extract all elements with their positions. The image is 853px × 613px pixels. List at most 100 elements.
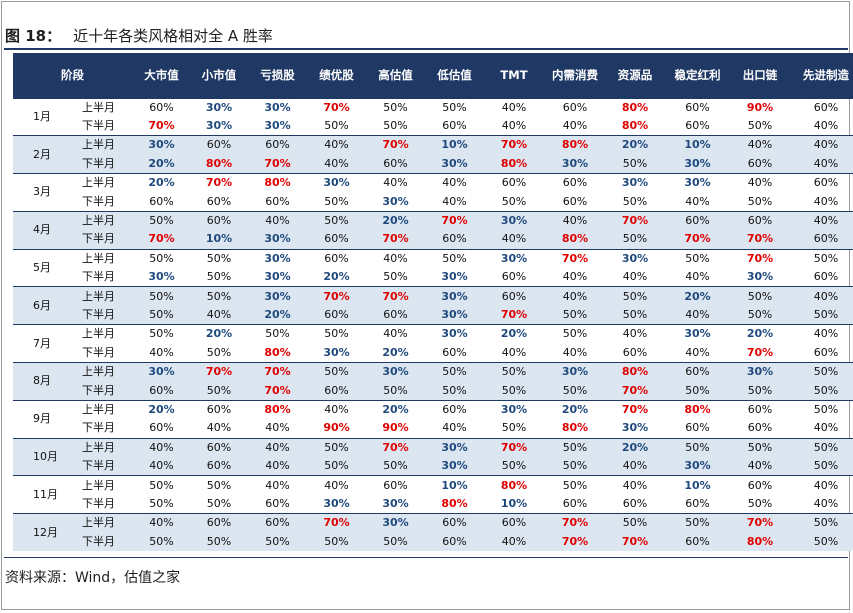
win-rate-cell: 50% [366, 381, 425, 401]
win-rate-cell: 80% [544, 230, 606, 250]
half-month-label: 下半月 [82, 270, 115, 284]
win-rate-cell: 50% [425, 361, 484, 382]
win-rate-cell: 30% [544, 361, 606, 382]
month-label: 10月 [13, 437, 68, 476]
half-month-label: 下半月 [68, 230, 133, 250]
table-row: 10月 上半月 40% 60% 40% 50% 70% 30% 70% 50% 20% 50% 50% 5… [13, 437, 853, 476]
figure-title: 图 18： 近十年各类风格相对全 A 胜率 [5, 25, 273, 46]
win-rate-cell: 50% [484, 381, 544, 401]
win-rate-cell: 40% [664, 305, 731, 325]
table-row: 3月 上半月 20% 70% 80% 30% 40% 40% 60% 60% 30% 30% 40% 60… [13, 173, 853, 212]
half-month-label: 下半月 [82, 421, 115, 435]
header-col: 高估值 [378, 68, 413, 83]
win-rate-cell: 50% [789, 361, 853, 382]
win-rate-cell: 40% [544, 286, 606, 306]
win-rate-cell: 80% [190, 154, 248, 174]
win-rate-cell: 40% [484, 230, 544, 250]
win-rate-cell: 60% [366, 305, 425, 325]
win-rate-cell: 50% [133, 286, 190, 306]
table-row: 下半月 50% 50% 50% 50% 50% 60% 40% 70% 70% 60% 80% 50% [13, 532, 853, 552]
table-row: 9月 上半月 20% 60% 80% 40% 20% 60% 30% 20% 70% 80% 60% 50… [13, 399, 853, 439]
table-row: 下半月 20% 80% 70% 40% 60% 30% 80% 30% 50% 30% 60% 40% [13, 154, 853, 174]
win-rate-cell: 40% [606, 456, 664, 476]
win-rate-cell: 40% [307, 154, 366, 174]
half-month-label: 上半月 [68, 248, 133, 269]
win-rate-cell: 10% [425, 475, 484, 495]
win-rate-cell: 60% [544, 97, 606, 117]
win-rate-cell: 30% [606, 173, 664, 193]
month-label: 7月 [13, 324, 68, 363]
win-rate-cell: 30% [205, 119, 233, 133]
win-rate-cell: 40% [307, 475, 366, 495]
win-rate-cell: 40% [442, 194, 467, 208]
header-col: TMT [500, 68, 528, 83]
table-row: 下半月 50% 40% 20% 60% 60% 30% 70% 50% 50% 40% 50% 50% [13, 305, 853, 325]
win-rate-cell: 30% [190, 97, 248, 117]
win-rate-cell: 50% [789, 437, 853, 457]
win-rate-cell: 60% [248, 513, 307, 533]
win-rate-cell: 90% [323, 421, 350, 435]
table-row: 8月 上半月 30% 70% 70% 50% 30% 50% 50% 30% 80% 60% 30% 50… [13, 361, 853, 401]
title-divider [4, 48, 848, 50]
win-rate-cell: 40% [248, 437, 307, 457]
win-rate-cell: 70% [731, 513, 789, 533]
win-rate-cell: 30% [425, 286, 484, 306]
win-rate-cell: 50% [190, 475, 248, 495]
half-month-label: 下半月 [82, 345, 115, 359]
win-rate-cell: 70% [133, 230, 190, 250]
win-rate-cell: 30% [621, 421, 649, 435]
win-rate-cell: 60% [133, 97, 190, 117]
win-rate-cell: 70% [544, 532, 606, 552]
win-rate-cell: 70% [366, 286, 425, 306]
header-col: 亏损股 [260, 68, 295, 83]
win-rate-cell: 30% [323, 496, 350, 510]
source-note: 资料来源：Wind，估值之家 [5, 570, 181, 586]
half-month-label: 下半月 [82, 496, 115, 510]
win-rate-cell: 40% [307, 399, 366, 420]
win-rate-cell: 60% [664, 97, 731, 117]
half-month-label: 上半月 [68, 286, 133, 306]
half-month-label: 上半月 [68, 210, 133, 231]
win-rate-cell: 60% [789, 173, 853, 193]
half-month-label: 上半月 [68, 437, 133, 457]
win-rate-cell: 50% [133, 305, 190, 325]
win-rate-cell: 50% [248, 324, 307, 344]
win-rate-cell: 50% [789, 513, 853, 533]
win-rate-cell: 60% [265, 496, 290, 510]
half-month-label: 下半月 [82, 119, 115, 133]
win-rate-cell: 40% [813, 119, 839, 133]
win-rate-cell: 60% [265, 194, 290, 208]
win-rate-cell: 40% [133, 456, 190, 476]
win-rate-cell: 50% [307, 210, 366, 231]
win-rate-cell: 50% [789, 248, 853, 269]
win-rate-cell: 50% [307, 456, 366, 476]
win-rate-cell: 30% [425, 324, 484, 344]
win-rate-cell: 80% [606, 361, 664, 382]
win-rate-cell: 30% [544, 154, 606, 174]
win-rate-cell: 60% [789, 97, 853, 117]
win-rate-cell: 40% [366, 324, 425, 344]
win-rate-cell: 40% [731, 173, 789, 193]
table-row: 1月 上半月 60% 30% 30% 70% 50% 50% 40% 60% 80% 60% 90% 60… [13, 97, 853, 136]
win-rate-cell: 50% [366, 456, 425, 476]
win-rate-cell: 50% [425, 381, 484, 401]
month-label: 8月 [13, 361, 68, 401]
header-col: 低估值 [437, 68, 472, 83]
win-rate-cell: 40% [606, 475, 664, 495]
win-rate-cell: 80% [621, 119, 649, 133]
win-rate-cell: 60% [149, 421, 174, 435]
win-rate-cell: 40% [685, 345, 710, 359]
win-rate-cell: 10% [664, 475, 731, 495]
win-rate-cell: 50% [206, 345, 232, 359]
half-month-label: 下半月 [68, 381, 133, 401]
win-rate-cell: 80% [561, 421, 589, 435]
win-rate-cell: 20% [366, 210, 425, 231]
win-rate-cell: 20% [606, 437, 664, 457]
half-month-label: 下半月 [68, 154, 133, 174]
win-rate-cell: 40% [562, 119, 588, 133]
win-rate-cell: 60% [307, 305, 366, 325]
win-rate-cell: 60% [484, 513, 544, 533]
win-rate-cell: 30% [248, 230, 307, 250]
win-rate-cell: 20% [366, 399, 425, 420]
win-rate-cell: 70% [148, 119, 175, 133]
